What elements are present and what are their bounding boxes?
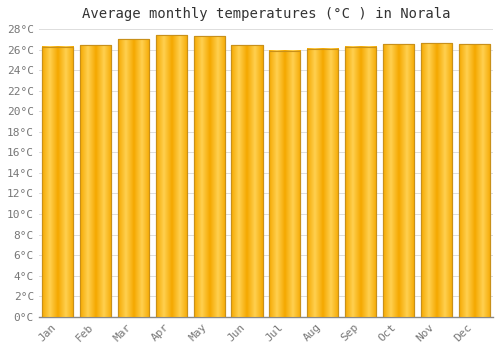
Bar — [156, 35, 187, 317]
Bar — [118, 39, 149, 317]
Bar — [345, 47, 376, 317]
Bar — [42, 47, 74, 317]
Bar — [421, 43, 452, 317]
Bar — [80, 46, 111, 317]
Bar — [421, 43, 452, 317]
Bar — [194, 36, 224, 317]
Bar — [307, 49, 338, 317]
Title: Average monthly temperatures (°C ) in Norala: Average monthly temperatures (°C ) in No… — [82, 7, 450, 21]
Bar — [270, 51, 300, 317]
Bar — [383, 44, 414, 317]
Bar — [42, 47, 74, 317]
Bar — [458, 44, 490, 317]
Bar — [458, 44, 490, 317]
Bar — [307, 49, 338, 317]
Bar — [383, 44, 414, 317]
Bar — [194, 36, 224, 317]
Bar — [232, 46, 262, 317]
Bar — [270, 51, 300, 317]
Bar — [80, 46, 111, 317]
Bar — [345, 47, 376, 317]
Bar — [232, 46, 262, 317]
Bar — [156, 35, 187, 317]
Bar — [118, 39, 149, 317]
